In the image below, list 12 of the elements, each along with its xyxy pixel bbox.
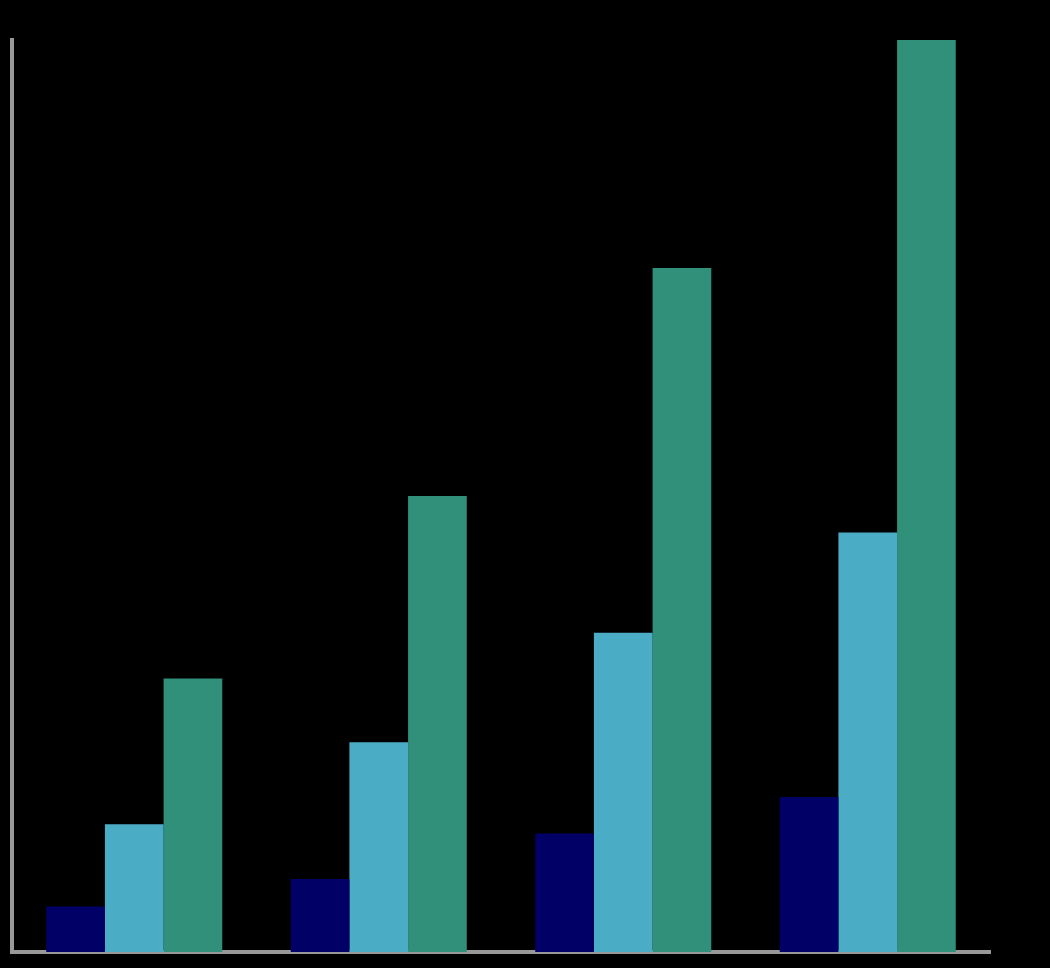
- bar: [652, 268, 712, 952]
- bar: [593, 632, 653, 952]
- bar: [838, 532, 898, 952]
- bar: [290, 879, 350, 952]
- bar: [46, 906, 105, 952]
- bar: [779, 796, 839, 952]
- bar: [104, 824, 164, 952]
- bar: [535, 833, 594, 952]
- bar: [163, 678, 223, 952]
- bar: [897, 40, 956, 952]
- bar: [349, 742, 409, 952]
- bar: [408, 496, 467, 952]
